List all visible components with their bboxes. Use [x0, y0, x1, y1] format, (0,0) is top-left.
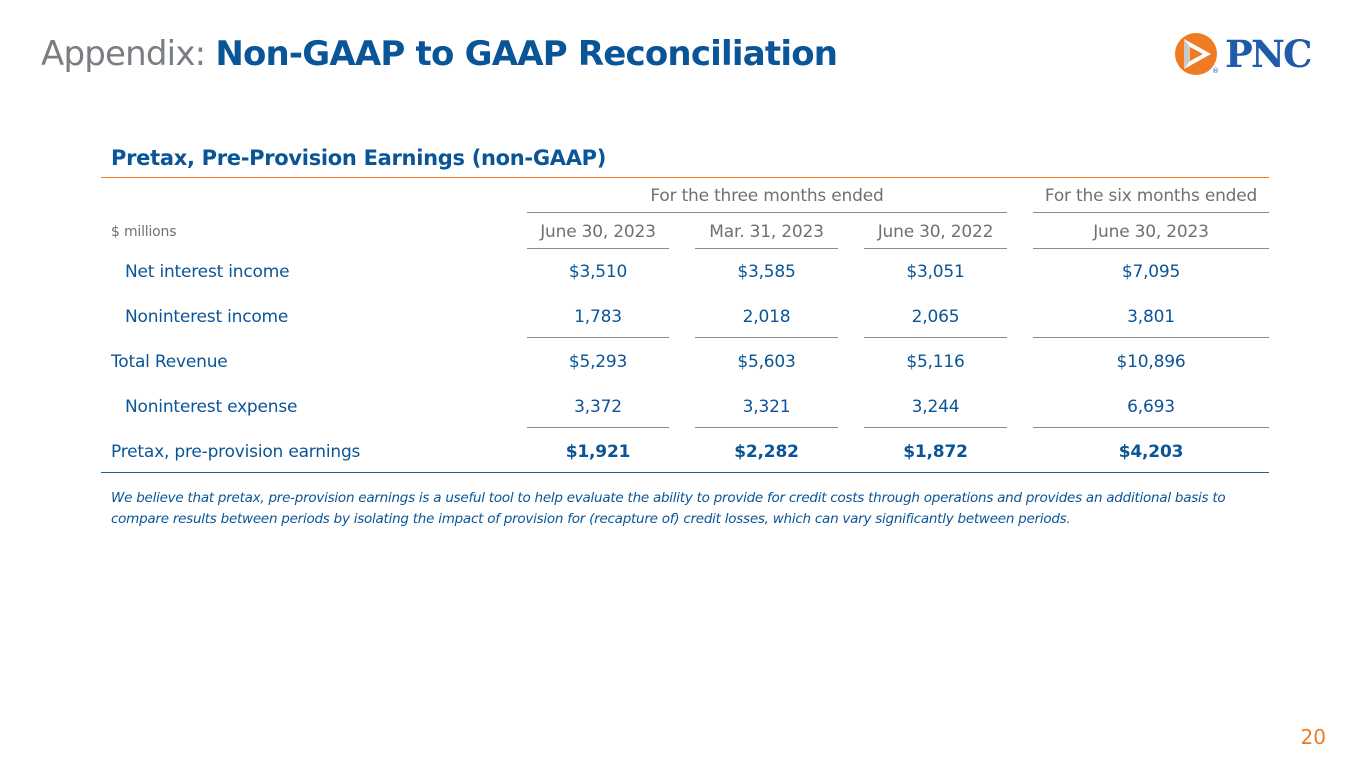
- row-label-noninterest-income: Noninterest income: [125, 307, 289, 327]
- group-header-three-months: For the three months ended: [650, 186, 884, 206]
- table-cell: 3,244: [911, 397, 960, 417]
- table-cell: 2,065: [911, 307, 960, 327]
- title-divider: [101, 177, 1269, 178]
- row-label-noninterest-expense: Noninterest expense: [125, 397, 298, 417]
- subtotal-rule: [864, 427, 1007, 428]
- table-cell: $3,585: [737, 262, 796, 282]
- table-cell-total: $1,872: [903, 442, 968, 462]
- table-cell-total: $4,203: [1118, 442, 1184, 462]
- table-cell-total: $1,921: [565, 442, 631, 462]
- page-title: Appendix: Non-GAAP to GAAP Reconciliatio…: [41, 30, 838, 78]
- table-cell: $3,510: [568, 262, 628, 282]
- table-cell: $5,603: [737, 352, 796, 372]
- group-header-underline: [1033, 212, 1269, 213]
- column-header-underline: [864, 248, 1007, 249]
- column-header: June 30, 2023: [540, 222, 656, 242]
- row-label-net-interest-income: Net interest income: [125, 262, 290, 282]
- table-cell: 3,321: [742, 397, 791, 417]
- group-header-underline: [527, 212, 1007, 213]
- table-cell: $10,896: [1116, 352, 1186, 372]
- row-label-pretax-pre-provision-earnings: Pretax, pre-provision earnings: [111, 442, 361, 462]
- column-header-underline: [1033, 248, 1269, 249]
- row-label-total-revenue: Total Revenue: [111, 352, 228, 372]
- column-header: June 30, 2022: [877, 222, 994, 242]
- page-title-main: Non-GAAP to GAAP Reconciliation: [215, 34, 838, 74]
- subtotal-rule: [527, 427, 669, 428]
- table-cell-total: $2,282: [734, 442, 799, 462]
- table-bottom-divider: [101, 472, 1269, 473]
- unit-label: $ millions: [111, 224, 177, 240]
- subtotal-rule: [695, 337, 838, 338]
- pnc-wordmark: PNC: [1225, 32, 1312, 76]
- table-cell: 1,783: [574, 307, 622, 327]
- subtotal-rule: [527, 337, 669, 338]
- column-header-underline: [527, 248, 669, 249]
- group-header-six-months: For the six months ended: [1044, 186, 1258, 206]
- pnc-triangle-logo-icon: [1175, 33, 1217, 75]
- table-cell: 2,018: [742, 307, 791, 327]
- subtotal-rule: [1033, 427, 1269, 428]
- table-cell: $3,051: [906, 262, 965, 282]
- table-cell: $5,116: [906, 352, 965, 372]
- footnote: We believe that pretax, pre-provision ea…: [111, 490, 1226, 527]
- registered-mark: ®: [1212, 67, 1219, 75]
- page-title-prefix: Appendix:: [41, 34, 216, 74]
- table-cell: $5,293: [568, 352, 628, 372]
- subtotal-rule: [695, 427, 838, 428]
- table-cell: $7,095: [1121, 262, 1181, 282]
- table-title: Pretax, Pre-Provision Earnings (non-GAAP…: [111, 146, 607, 170]
- subtotal-rule: [1033, 337, 1269, 338]
- pnc-logo: ® PNC: [1174, 32, 1330, 78]
- subtotal-rule: [864, 337, 1007, 338]
- column-header: June 30, 2023: [1093, 222, 1209, 242]
- column-header-underline: [695, 248, 838, 249]
- table-cell: 3,372: [574, 397, 622, 417]
- column-header: Mar. 31, 2023: [709, 222, 824, 242]
- page-number: 20: [1300, 725, 1326, 749]
- table-cell: 6,693: [1127, 397, 1175, 417]
- table-cell: 3,801: [1127, 307, 1175, 327]
